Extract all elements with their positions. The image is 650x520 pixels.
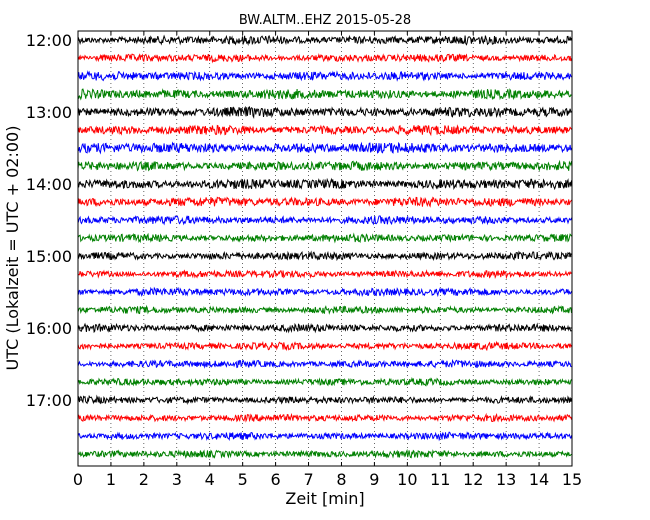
x-tick-label: 13 — [496, 470, 516, 489]
x-tick-label: 11 — [430, 470, 450, 489]
x-tick-label: 1 — [106, 470, 116, 489]
trace-1645 — [77, 376, 572, 387]
trace-1345 — [77, 159, 572, 172]
seismogram-traces — [77, 34, 572, 459]
x-tick-label: 12 — [463, 470, 483, 489]
grid-lines — [110, 31, 540, 466]
x-tick-label: 4 — [205, 470, 215, 489]
trace-1400 — [77, 177, 572, 191]
y-axis-label: UTC (Lokalzeit = UTC + 02:00) — [3, 126, 22, 371]
x-tick-label: 2 — [139, 470, 149, 489]
trace-1315 — [77, 124, 572, 137]
y-axis-ticks: 12:00 13:00 14:00 15:00 16:00 17:00 — [26, 31, 572, 410]
trace-1500 — [77, 250, 572, 262]
x-tick-label: 9 — [369, 470, 379, 489]
trace-1430 — [77, 215, 572, 226]
y-tick-label: 13:00 — [26, 103, 72, 122]
y-tick-label: 12:00 — [26, 31, 72, 50]
x-tick-label: 7 — [303, 470, 313, 489]
trace-1445 — [77, 232, 572, 244]
x-tick-label: 5 — [238, 470, 248, 489]
y-tick-label: 14:00 — [26, 175, 72, 194]
y-tick-label: 17:00 — [26, 391, 72, 410]
trace-1200 — [77, 34, 572, 46]
trace-1515 — [77, 269, 572, 280]
x-tick-label: 0 — [73, 470, 83, 489]
trace-1600 — [77, 322, 572, 334]
trace-1615 — [77, 340, 572, 352]
y-tick-label: 15:00 — [26, 247, 72, 266]
trace-1415 — [77, 196, 572, 208]
trace-1300 — [77, 105, 572, 120]
trace-1215 — [77, 53, 572, 64]
trace-1630 — [77, 358, 572, 369]
x-tick-label: 14 — [529, 470, 549, 489]
x-axis-ticks: 0 1 2 3 4 5 6 7 8 9 10 11 12 13 14 15 — [73, 31, 582, 489]
x-axis-label: Zeit [min] — [285, 489, 364, 508]
y-tick-label: 16:00 — [26, 319, 72, 338]
trace-1545 — [77, 304, 572, 315]
trace-1715 — [77, 412, 572, 423]
x-tick-label: 10 — [397, 470, 417, 489]
x-tick-label: 6 — [271, 470, 281, 489]
x-tick-label: 15 — [562, 470, 582, 489]
x-tick-label: 3 — [172, 470, 182, 489]
trace-1230 — [77, 70, 572, 82]
trace-1730 — [77, 431, 572, 442]
trace-1745 — [77, 448, 572, 459]
x-tick-label: 8 — [336, 470, 346, 489]
trace-1330 — [77, 141, 572, 155]
plot-frame — [77, 30, 573, 467]
chart-title: BW.ALTM..EHZ 2015-05-28 — [239, 13, 411, 28]
trace-1530 — [77, 286, 572, 298]
trace-1700 — [77, 394, 572, 405]
trace-1245 — [77, 88, 572, 101]
